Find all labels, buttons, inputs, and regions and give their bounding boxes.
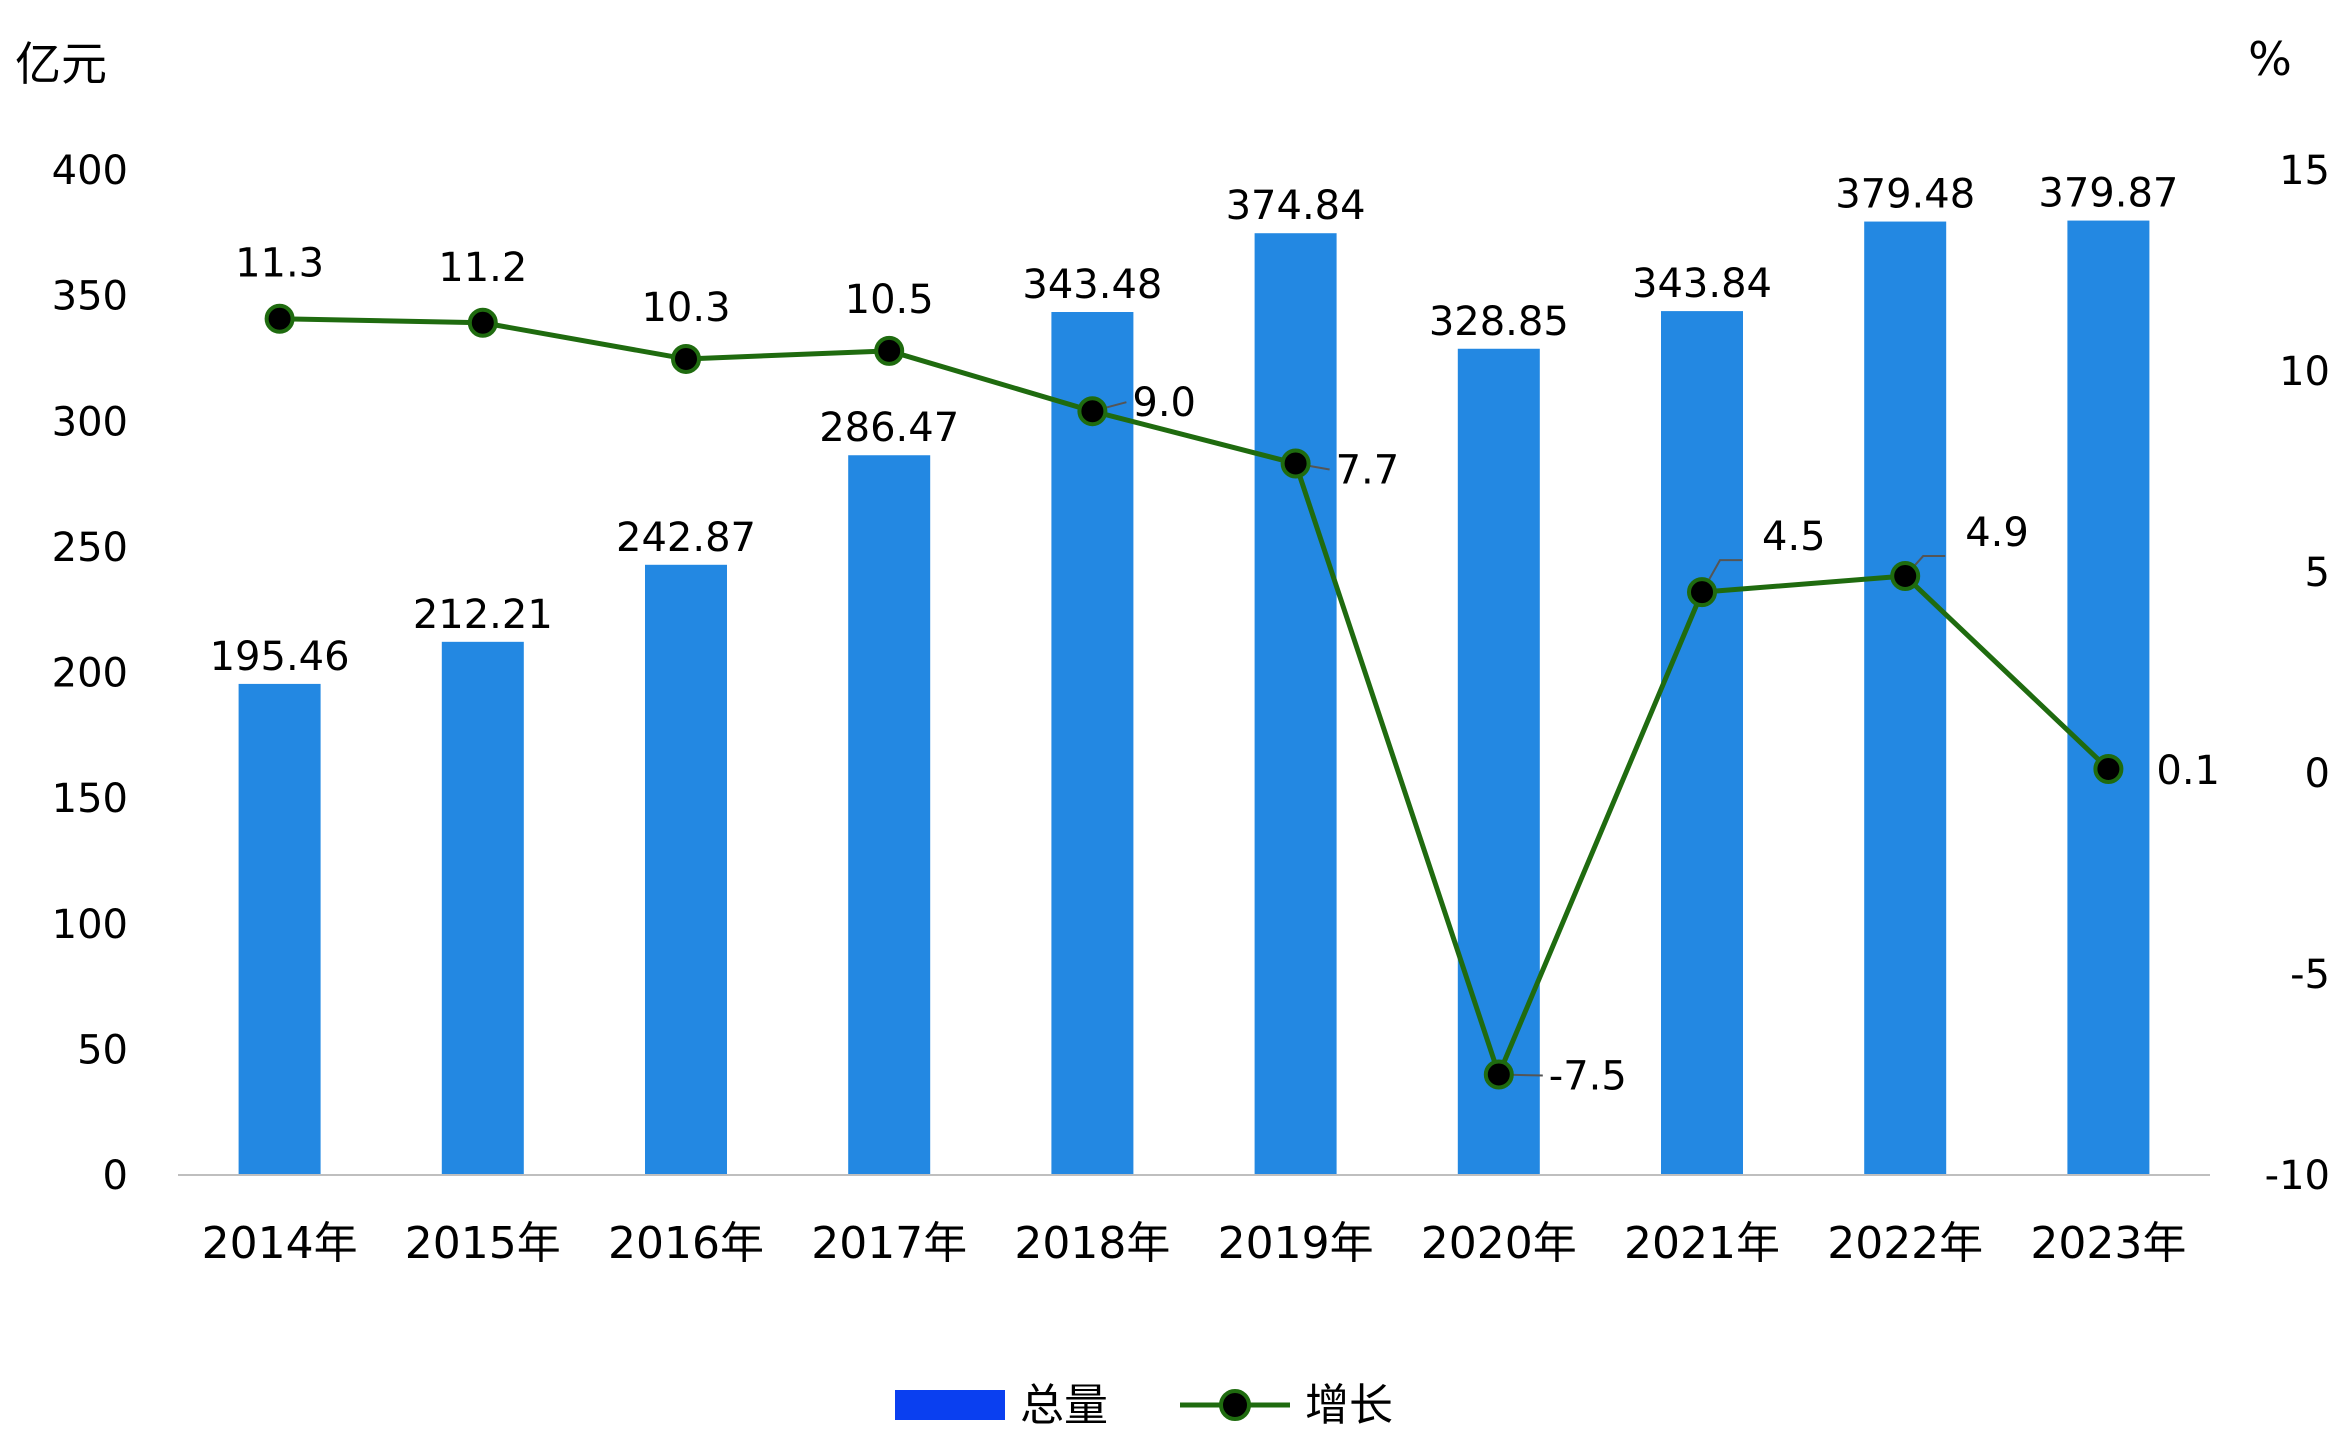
growth-value-label: 0.1 <box>2156 748 2220 794</box>
x-axis-categories: 2014年 2015年 2016年 2017年 2018年 2019年 2020年 2021年… <box>202 1218 2187 1269</box>
growth-marker <box>2093 753 2124 784</box>
right-axis-unit: % <box>2248 32 2292 86</box>
left-tick-label: 400 <box>52 148 128 194</box>
left-tick-label: 250 <box>52 525 128 571</box>
right-tick-label: 0 <box>2305 751 2330 797</box>
right-tick-label: 5 <box>2305 550 2330 596</box>
growth-marker <box>1890 561 1921 592</box>
bar-value-label: 242.87 <box>616 515 756 561</box>
line-series-growth: 11.3 11.2 10.3 10.5 9.0 7.7 -7.5 4.5 4.9 0.1 <box>235 241 2220 1100</box>
growth-value-label: 11.3 <box>235 241 324 287</box>
legend-label-growth: 增长 <box>1305 1380 1393 1431</box>
category-label: 2021年 <box>1624 1218 1780 1269</box>
left-tick-label: 300 <box>52 399 128 445</box>
category-label: 2017年 <box>811 1218 967 1269</box>
growth-value-label: -7.5 <box>1549 1054 1627 1100</box>
category-label: 2015年 <box>405 1218 561 1269</box>
legend-label-total: 总量 <box>1020 1380 1108 1431</box>
category-label: 2018年 <box>1014 1218 1170 1269</box>
growth-marker <box>1687 577 1717 608</box>
left-y-axis: 亿元 0 50 100 150 200 250 300 350 400 <box>15 37 128 1199</box>
bar <box>1864 221 1947 1175</box>
bar-value-label: 286.47 <box>819 405 959 451</box>
left-tick-label: 50 <box>77 1027 128 1073</box>
bar-value-label: 343.48 <box>1022 262 1162 308</box>
bar-series-total: 195.46 212.21 242.87 286.47 343.48 374.84 328.… <box>210 171 2178 1176</box>
left-tick-label: 0 <box>103 1153 128 1199</box>
right-tick-label: -10 <box>2265 1153 2330 1199</box>
growth-value-label: 4.5 <box>1762 514 1826 560</box>
bar <box>1661 311 1743 1175</box>
category-label: 2020年 <box>1421 1218 1577 1269</box>
category-label: 2023年 <box>2030 1218 2186 1269</box>
bar <box>645 564 727 1175</box>
category-label: 2014年 <box>202 1218 358 1269</box>
growth-value-label: 4.9 <box>1965 510 2029 556</box>
bar <box>441 641 524 1175</box>
right-tick-label: -5 <box>2290 952 2330 998</box>
growth-marker <box>1280 448 1311 479</box>
bar <box>1254 233 1337 1176</box>
category-label: 2022年 <box>1827 1218 1983 1269</box>
growth-value-label: 7.7 <box>1336 447 1400 493</box>
growth-value-label: 11.2 <box>438 245 527 291</box>
bar-value-label: 374.84 <box>1226 183 1366 229</box>
growth-line <box>279 316 2111 1077</box>
bar <box>238 683 321 1175</box>
bar-value-label: 379.87 <box>2038 171 2178 217</box>
growth-value-label: 10.3 <box>641 285 730 331</box>
growth-marker <box>264 303 295 334</box>
category-label: 2019年 <box>1218 1218 1374 1269</box>
category-label: 2016年 <box>608 1218 764 1269</box>
growth-marker <box>1483 1059 1514 1090</box>
left-tick-label: 100 <box>52 902 128 948</box>
bar-value-label: 343.84 <box>1632 261 1772 307</box>
bar <box>2067 220 2150 1175</box>
legend-marker-swatch <box>1219 1389 1251 1421</box>
bar-value-label: 328.85 <box>1429 299 1569 345</box>
bar-value-label: 379.48 <box>1835 172 1975 218</box>
left-tick-label: 350 <box>52 274 128 320</box>
bar <box>1051 312 1134 1176</box>
growth-marker <box>1077 396 1108 427</box>
left-axis-unit: 亿元 <box>15 37 107 91</box>
growth-marker <box>467 307 498 338</box>
bar <box>848 455 931 1175</box>
left-tick-label: 150 <box>52 776 128 822</box>
growth-marker <box>874 335 905 366</box>
legend: 总量 增长 <box>895 1380 1393 1431</box>
bar-value-label: 195.46 <box>210 634 350 680</box>
growth-value-label: 9.0 <box>1132 380 1196 426</box>
left-tick-label: 200 <box>52 651 128 697</box>
right-y-axis: % -10 -5 0 5 10 15 <box>2248 32 2330 1199</box>
growth-marker <box>671 343 701 374</box>
growth-value-label: 10.5 <box>845 277 934 323</box>
bar <box>1457 348 1540 1175</box>
right-tick-label: 10 <box>2279 349 2330 395</box>
bar-value-label: 212.21 <box>413 592 553 638</box>
legend-bar-swatch <box>895 1390 1005 1420</box>
right-tick-label: 15 <box>2279 148 2330 194</box>
